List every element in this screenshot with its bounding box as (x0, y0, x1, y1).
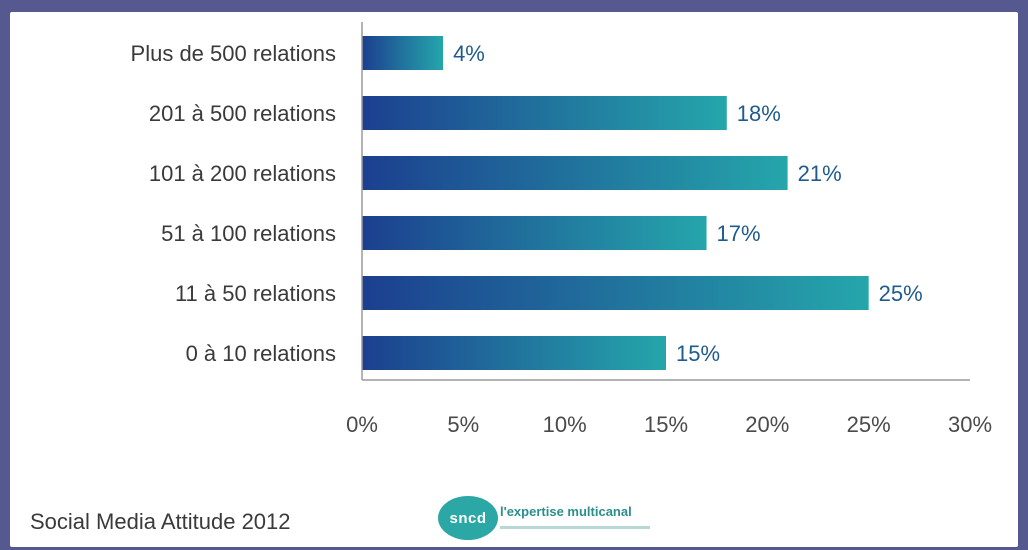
logo-badge: sncd (438, 496, 498, 540)
x-tick-label: 5% (447, 412, 479, 437)
bar (362, 156, 788, 190)
category-label: 201 à 500 relations (149, 101, 336, 126)
bar (362, 276, 869, 310)
logo-tagline: l'expertise multicanal (500, 504, 632, 519)
x-tick-label: 25% (847, 412, 891, 437)
sncd-logo: sncd l'expertise multicanal (438, 490, 678, 550)
x-tick-label: 15% (644, 412, 688, 437)
bar-chart: Plus de 500 relations 201 à 500 relations… (131, 22, 992, 437)
category-label: 51 à 100 relations (161, 221, 336, 246)
chart-panel: Plus de 500 relations 201 à 500 relations… (10, 12, 1018, 547)
x-tick-label: 0% (346, 412, 378, 437)
source-caption: Social Media Attitude 2012 (30, 509, 291, 534)
value-label: 15% (676, 341, 720, 366)
bar (362, 36, 444, 70)
category-labels: Plus de 500 relations 201 à 500 relations… (131, 41, 336, 366)
bar (362, 96, 727, 130)
category-label: 11 à 50 relations (175, 281, 336, 306)
bar (362, 216, 707, 250)
value-label: 25% (879, 281, 923, 306)
value-label: 4% (453, 41, 485, 66)
value-label: 17% (717, 221, 761, 246)
x-tick-label: 10% (543, 412, 587, 437)
x-tick-label: 30% (948, 412, 992, 437)
logo-mark: sncd (449, 509, 487, 527)
value-label: 21% (798, 161, 842, 186)
bar (362, 336, 666, 370)
category-label: Plus de 500 relations (131, 41, 336, 66)
value-labels: 4% 18% 21% 17% 25% 15% (453, 41, 923, 366)
bars (362, 36, 869, 370)
x-tick-label: 20% (745, 412, 789, 437)
logo-rule (500, 526, 650, 529)
category-label: 0 à 10 relations (186, 341, 336, 366)
value-label: 18% (737, 101, 781, 126)
x-tick-labels: 0% 5% 10% 15% 20% 25% 30% (346, 412, 992, 437)
category-label: 101 à 200 relations (149, 161, 336, 186)
